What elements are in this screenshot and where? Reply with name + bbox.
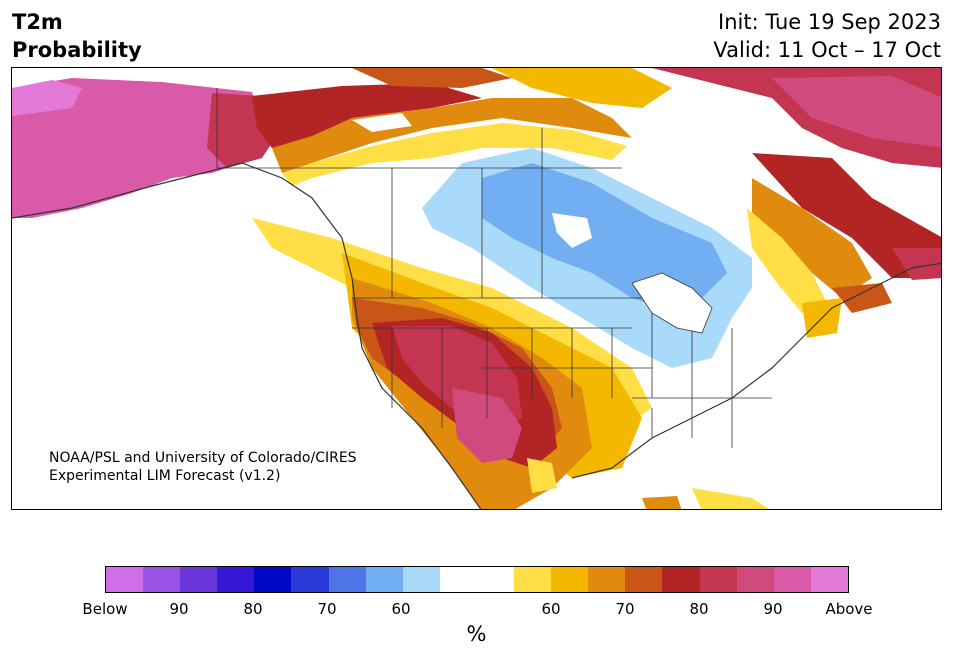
greenland-pink [772,76,941,148]
arctic-islands-gold [492,68,672,108]
colorbar-segment [625,567,663,592]
forecast-dates: Init: Tue 19 Sep 2023 Valid: 11 Oct – 17… [713,8,941,64]
mexico-yellow-spot [527,458,557,493]
colorbar-segment [736,567,774,592]
tick-above-70: 70 [615,600,635,618]
coastline [12,162,941,509]
arctic-islands-orange [352,68,512,88]
tick-below-80: 80 [243,600,263,618]
tick-below-60: 60 [391,600,411,618]
colorbar-segment [514,567,552,592]
hudson-bay-glyph [552,213,592,248]
map-canvas [12,68,941,509]
tick-below: Below [82,600,128,618]
east-canada-orange [752,178,872,298]
colorbar-segment [402,567,440,592]
political-borders [216,88,772,448]
colorbar-segment [291,567,329,592]
alaska-magenta [12,80,82,116]
east-canada-red [752,153,941,278]
east-canada-yellow [747,208,827,313]
forecast-credit: NOAA/PSL and University of Colorado/CIRE… [49,449,357,485]
tick-above: Above [825,600,873,618]
north-canada-red [252,83,482,148]
tick-above-80: 80 [689,600,709,618]
colorbar-segment [810,567,848,592]
colorbar-segment [106,567,144,592]
cool-region-blue [482,163,727,308]
colorbar-segment [476,567,515,592]
map-title: T2m Probability [12,8,142,64]
colorbar-segment [254,567,292,592]
title-line-2: Probability [12,38,142,62]
arctic-ice-glyph [352,113,412,132]
init-date: Init: Tue 19 Sep 2023 [718,10,941,34]
colorbar-segment [662,567,700,592]
alaska-region [12,78,262,218]
credit-line-2: Experimental LIM Forecast (v1.2) [49,468,281,484]
colorbar-segment [217,567,255,592]
north-canada-orange [272,98,632,173]
maritimes-orange [832,283,892,313]
colorbar-segment [439,567,477,592]
colorbar [105,566,849,593]
valid-dates: Valid: 11 Oct – 17 Oct [713,38,941,62]
tick-below-90: 90 [169,600,189,618]
colorbar-ticks: Below 90 80 70 60 60 70 80 90 Above [0,600,953,620]
great-lakes-glyph [631,272,713,334]
probability-map [11,67,942,510]
colorbar-segment [551,567,589,592]
caribbean-orange [642,496,682,509]
colorbar-segment [180,567,218,592]
tick-below-70: 70 [317,600,337,618]
mexico-rose [452,388,522,463]
colorbar-segment [773,567,811,592]
colorbar-segment [328,567,366,592]
credit-line-1: NOAA/PSL and University of Colorado/CIRE… [49,450,357,466]
tick-above-90: 90 [763,600,783,618]
colorbar-segment [699,567,737,592]
cuba-yellow [692,488,769,509]
maritimes-crimson [892,248,941,280]
tick-above-60: 60 [541,600,561,618]
colorbar-segment [143,567,181,592]
title-line-1: T2m [12,10,63,34]
colorbar-segment [588,567,626,592]
colorbar-segment [365,567,403,592]
colorbar-unit: % [466,622,487,646]
north-canada-yellow [282,123,627,186]
